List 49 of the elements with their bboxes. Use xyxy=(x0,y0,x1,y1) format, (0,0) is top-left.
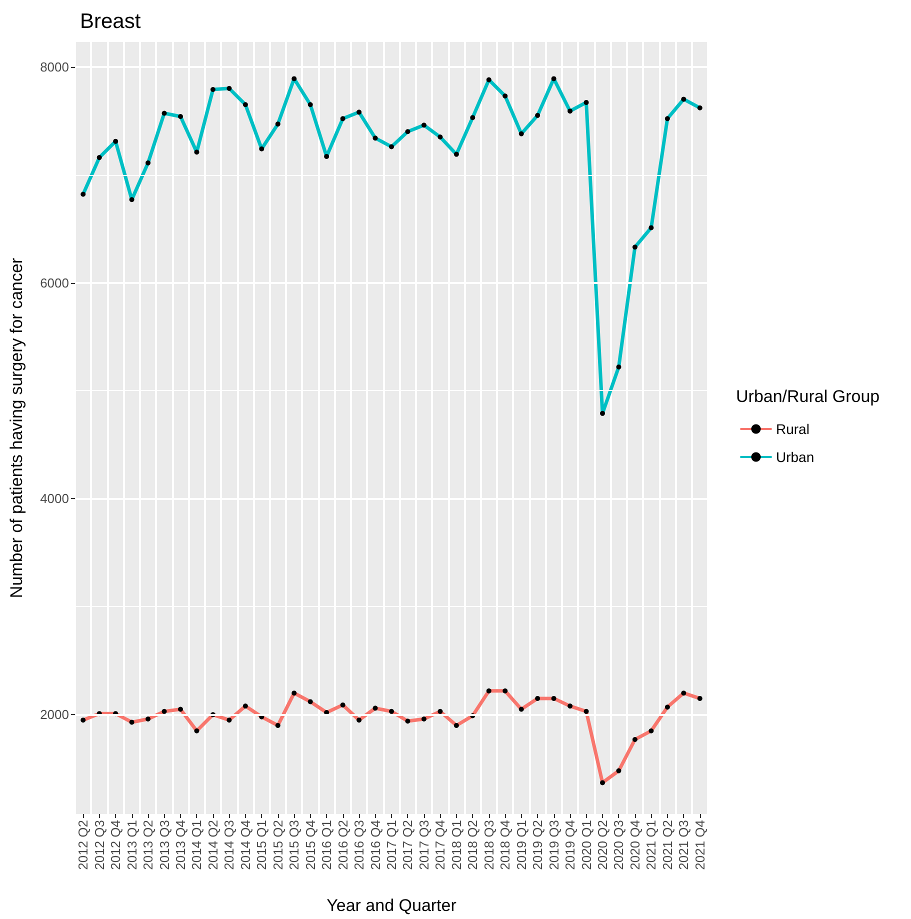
x-tick-label: 2015 Q1 xyxy=(254,820,270,870)
x-tick-label: 2015 Q3 xyxy=(286,820,302,870)
x-tick-label: 2016 Q4 xyxy=(368,820,383,870)
x-tick-label: 2013 Q2 xyxy=(140,820,156,870)
x-tick-label: 2020 Q2 xyxy=(595,820,610,870)
x-tick-label: 2015 Q4 xyxy=(302,820,318,870)
x-tick-label: 2017 Q2 xyxy=(400,820,416,870)
x-tick-label: 2015 Q2 xyxy=(270,820,286,870)
y-tick-label: 8000 xyxy=(40,59,69,74)
x-tick-label: 2014 Q3 xyxy=(222,820,237,870)
y-tick-label: 4000 xyxy=(40,491,69,506)
x-tick-label: 2014 Q2 xyxy=(205,820,220,870)
x-tick-label: 2012 Q2 xyxy=(76,820,91,870)
y-axis-title: Number of patients having surgery for cancer xyxy=(7,258,26,598)
x-tick-label: 2019 Q4 xyxy=(562,820,578,870)
x-tick-label: 2017 Q1 xyxy=(384,820,399,870)
x-tick-label: 2016 Q1 xyxy=(319,820,334,870)
chart-title: Breast xyxy=(80,10,141,33)
x-tick-label: 2021 Q2 xyxy=(660,820,675,870)
x-tick-label: 2017 Q4 xyxy=(432,820,448,870)
x-tick-label: 2013 Q1 xyxy=(124,820,140,870)
x-tick-label: 2018 Q2 xyxy=(465,820,480,870)
x-tick-label: 2012 Q3 xyxy=(92,820,107,870)
x-tick-label: 2021 Q1 xyxy=(644,820,659,870)
x-tick-label: 2018 Q4 xyxy=(498,820,513,870)
x-tick-label: 2019 Q2 xyxy=(530,820,546,870)
x-tick-label: 2013 Q3 xyxy=(156,820,172,870)
y-tick-label: 6000 xyxy=(40,275,69,290)
x-tick-label: 2013 Q4 xyxy=(173,820,188,870)
x-tick-label: 2018 Q1 xyxy=(448,820,464,870)
x-tick-label: 2014 Q4 xyxy=(238,820,253,870)
x-tick-label: 2021 Q4 xyxy=(692,820,708,870)
x-tick-label: 2019 Q1 xyxy=(514,820,529,870)
y-tick-label: 2000 xyxy=(40,707,69,722)
legend-title: Urban/Rural Group xyxy=(736,387,880,406)
x-tick-label: 2021 Q3 xyxy=(676,820,692,870)
x-tick-label: 2017 Q3 xyxy=(416,820,432,870)
x-tick-label: 2018 Q3 xyxy=(481,820,496,870)
x-tick-label: 2016 Q2 xyxy=(335,820,350,870)
x-tick-label: 2012 Q4 xyxy=(108,820,124,870)
x-tick-label: 2016 Q3 xyxy=(352,820,367,870)
x-axis-title: Year and Quarter xyxy=(326,896,457,915)
x-tick-label: 2019 Q3 xyxy=(546,820,562,870)
legend-label: Urban xyxy=(776,449,814,465)
x-tick-label: 2014 Q1 xyxy=(189,820,204,870)
x-tick-label: 2020 Q1 xyxy=(578,820,594,870)
x-tick-label: 2020 Q4 xyxy=(627,820,642,870)
x-tick-label: 2020 Q3 xyxy=(611,820,626,870)
legend-label: Rural xyxy=(776,421,810,437)
